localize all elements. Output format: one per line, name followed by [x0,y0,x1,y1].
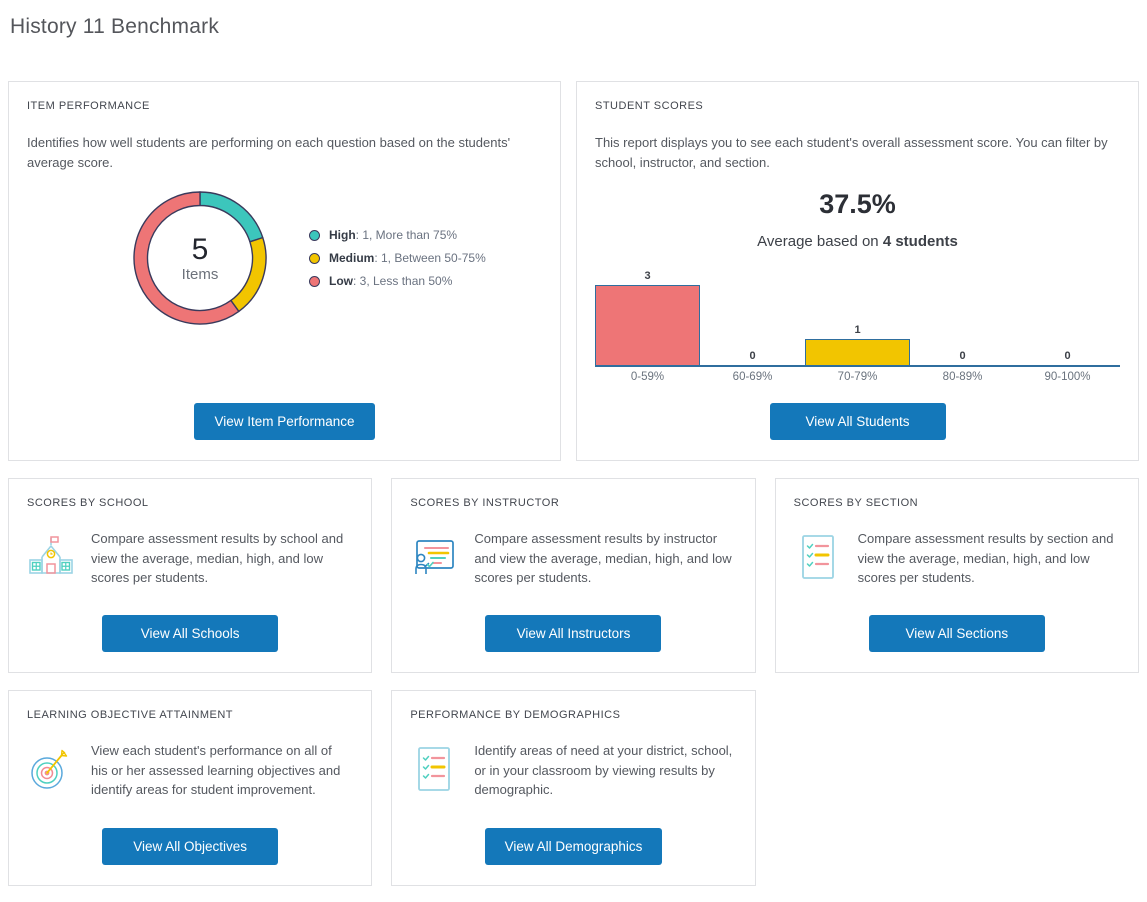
target-icon [27,745,75,798]
donut-chart: 5 Items [125,183,275,333]
middle-row: SCORES BY SCHOOL [8,478,1139,673]
view-item-performance-button[interactable]: View Item Performance [194,403,375,440]
histogram-bar [595,285,700,366]
item-performance-card: ITEM PERFORMANCE Identifies how well stu… [8,81,561,461]
histogram-category-label: 90-100% [1044,371,1091,384]
score-histogram: 3 0 1 0 0 0-59% 60-69% 70-79% 80-89% 90-100% [595,270,1120,383]
page-title: History 11 Benchmark [10,15,220,38]
scores-by-instructor-heading: SCORES BY INSTRUCTOR [410,497,560,509]
histogram-bar [805,338,910,366]
bar-value-label: 0 [1064,350,1071,363]
scores-by-instructor-description: Compare assessment results by instructor… [474,531,732,585]
item-performance-legend: High: 1, More than 75% Medium: 1, Between… [309,219,486,297]
performance-by-demographics-card: PERFORMANCE BY DEMOGRAPHICS Identify are… [391,690,756,886]
donut-rings [133,191,267,325]
instructor-icon [410,533,458,586]
histogram-category-label: 80-89% [942,371,983,384]
learning-objective-attainment-card: LEARNING OBJECTIVE ATTAINMENT View each … [8,690,373,886]
caption-student-count: 4 students [882,233,958,251]
learning-objective-description: View each student's performance on all o… [91,743,341,797]
average-score-value: 37.5% [819,189,896,220]
histogram-category-axis: 0-59% 60-69% 70-79% 80-89% 90-100% [595,371,1120,383]
legend-item-medium: Medium: 1, Between 50-75% [309,251,486,265]
item-performance-actions: View Item Performance [27,403,542,442]
scores-by-school-heading: SCORES BY SCHOOL [27,497,149,509]
histogram-bar-slot: 0 [1015,270,1120,365]
legend-marker [309,275,320,287]
bar-value-label: 1 [854,323,861,336]
item-performance-description: Identifies how well students are perform… [27,135,511,171]
donut-items-unit: Items [181,266,219,284]
student-scores-actions: View All Students [595,403,1120,442]
view-all-sections-button[interactable]: View All Sections [868,615,1045,652]
bar-value-label: 3 [644,270,651,283]
student-scores-description: This report displays you to see each stu… [595,135,1108,171]
scores-by-instructor-card: SCORES BY INSTRUCTOR Compare [391,478,756,673]
view-all-demographics-button[interactable]: View All Demographics [484,828,663,865]
histogram-bar-slot: 1 [805,270,910,366]
histogram-bar-slot: 0 [910,270,1015,365]
bar-value-label: 0 [959,350,966,363]
histogram-plot-area: 3 0 1 0 0 [595,270,1120,368]
legend-label: High: 1, More than 75% [329,228,458,243]
checklist-icon [794,533,842,586]
view-all-instructors-button[interactable]: View All Instructors [485,615,662,652]
donut-items-count: 5 [191,233,209,267]
view-all-objectives-button[interactable]: View All Objectives [102,828,279,865]
item-performance-chart: 5 Items High: 1, More than 75% Medium: 1,… [27,183,542,333]
student-scores-heading: STUDENT SCORES [595,100,704,112]
scores-by-section-heading: SCORES BY SECTION [793,497,919,509]
scores-by-school-card: SCORES BY SCHOOL [8,478,373,673]
average-score-caption: Average based on 4 students [595,233,1120,250]
view-all-students-button[interactable]: View All Students [769,403,946,440]
empty-grid-cell [775,690,1139,886]
scores-by-section-card: SCORES BY SECTION Compare assessment res… [774,478,1139,673]
legend-label: Low: 3, Less than 50% [329,274,453,289]
scores-by-school-description: Compare assessment results by school and… [91,531,344,585]
histogram-category-label: 70-79% [837,371,878,384]
performance-by-demographics-heading: PERFORMANCE BY DEMOGRAPHICS [410,709,621,721]
histogram-category-label: 0-59% [630,371,665,384]
legend-marker [309,229,320,241]
histogram-bar-slot: 3 [595,270,700,366]
donut-segment-low [133,191,240,325]
legend-item-low: Low: 3, Less than 50% [309,274,486,288]
legend-marker [309,252,320,264]
scores-by-section-description: Compare assessment results by section an… [857,531,1114,585]
bottom-row: LEARNING OBJECTIVE ATTAINMENT View each … [8,690,1139,886]
item-performance-heading: ITEM PERFORMANCE [27,100,150,112]
legend-item-high: High: 1, More than 75% [309,228,486,242]
school-icon [27,533,75,586]
histogram-bar-slot: 0 [700,270,805,365]
histogram-category-label: 60-69% [732,371,773,384]
checklist-icon [410,745,458,798]
top-row: ITEM PERFORMANCE Identifies how well stu… [8,81,1139,461]
learning-objective-heading: LEARNING OBJECTIVE ATTAINMENT [27,709,234,721]
performance-by-demographics-description: Identify areas of need at your district,… [474,743,733,797]
student-scores-card: STUDENT SCORES This report displays you … [576,81,1139,461]
bar-value-label: 0 [749,350,756,363]
caption-prefix: Average based on [757,233,883,251]
view-all-schools-button[interactable]: View All Schools [102,615,279,652]
donut-center-label: 5 Items [125,183,275,333]
legend-label: Medium: 1, Between 50-75% [329,251,486,266]
